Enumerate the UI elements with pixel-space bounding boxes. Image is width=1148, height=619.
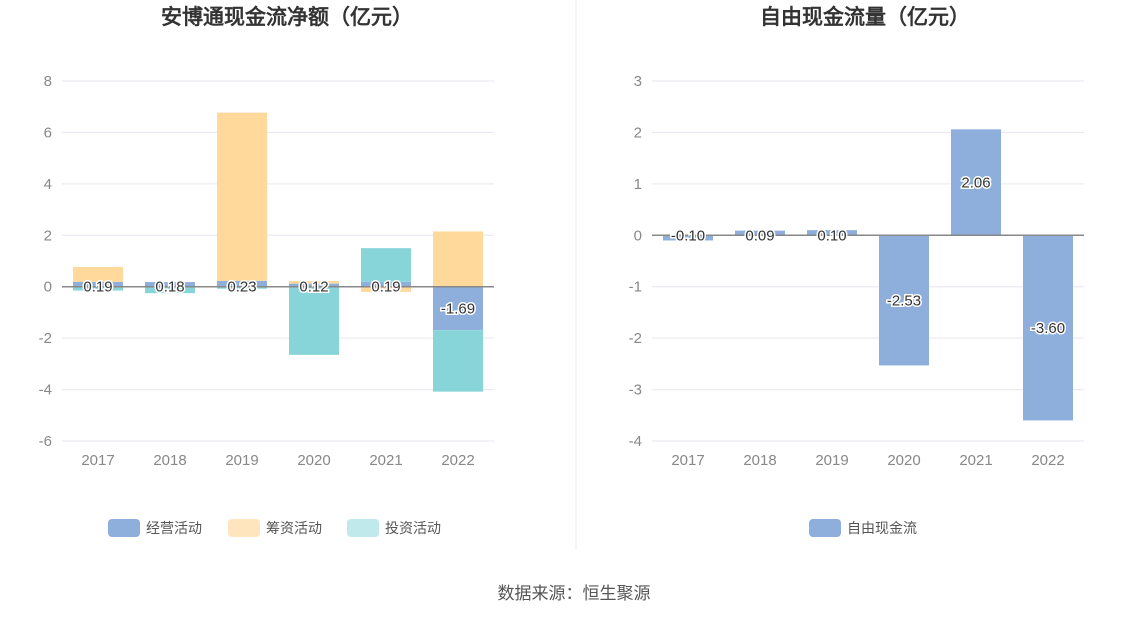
legend-label: 筹资活动	[266, 520, 322, 536]
data-label: 0.19	[371, 279, 400, 296]
left-chart-title: 安博通现金流净额（亿元）	[161, 5, 413, 29]
bar-经营活动	[289, 283, 339, 287]
data-label: 0.23	[227, 279, 256, 296]
y-tick-label: -6	[39, 433, 52, 450]
bar-自由现金流	[663, 235, 713, 241]
y-tick-label: 0	[634, 227, 642, 244]
bar-筹资活动	[73, 266, 123, 282]
legend-swatch	[228, 519, 260, 537]
x-tick-label: 2022	[1031, 452, 1064, 469]
bar-投资活动	[73, 286, 123, 291]
bar-筹资活动	[217, 112, 267, 281]
y-tick-label: 2	[44, 227, 52, 244]
y-tick-label: -3	[629, 382, 642, 399]
right-chart-title: 自由现金流量（亿元）	[760, 5, 970, 29]
y-tick-label: 3	[634, 73, 642, 90]
bar-经营活动	[73, 281, 123, 287]
data-label: 2.06	[961, 174, 990, 191]
bar-投资活动	[361, 248, 411, 282]
bar-投资活动	[289, 286, 339, 355]
y-tick-label: 6	[44, 124, 52, 141]
bar-投资活动	[433, 330, 483, 392]
x-tick-label: 2018	[153, 452, 186, 469]
data-label: 0.09	[745, 227, 774, 244]
bar-经营活动	[361, 281, 411, 287]
x-tick-label: 2017	[671, 452, 704, 469]
data-label: 0.12	[299, 279, 328, 296]
y-tick-label: -1	[629, 279, 642, 296]
legend-label: 经营活动	[146, 520, 202, 536]
x-tick-label: 2021	[369, 452, 402, 469]
bar-投资活动	[217, 286, 267, 289]
y-tick-label: 4	[44, 176, 52, 193]
y-tick-label: 1	[634, 176, 642, 193]
y-tick-label: -2	[629, 330, 642, 347]
legend-label: 自由现金流	[847, 520, 917, 536]
x-tick-label: 2017	[81, 452, 114, 469]
x-tick-label: 2018	[743, 452, 776, 469]
bar-自由现金流	[879, 235, 929, 366]
bar-投资活动	[145, 286, 195, 294]
data-label: -2.53	[887, 292, 921, 309]
x-tick-label: 2022	[441, 452, 474, 469]
bar-筹资活动	[361, 286, 411, 292]
y-tick-label: 0	[44, 279, 52, 296]
y-tick-label: -4	[39, 382, 52, 399]
y-tick-label: -4	[629, 433, 642, 450]
legend-swatch	[809, 519, 841, 537]
bar-筹资活动	[433, 231, 483, 287]
x-tick-label: 2019	[815, 452, 848, 469]
bar-经营活动	[217, 280, 267, 287]
legend-label: 投资活动	[385, 520, 441, 536]
data-label: -3.60	[1031, 320, 1065, 337]
bar-经营活动	[433, 286, 483, 331]
data-label: 0.19	[83, 279, 112, 296]
bar-自由现金流	[735, 230, 785, 236]
x-tick-label: 2019	[225, 452, 258, 469]
data-label: -0.10	[671, 227, 705, 244]
legend-swatch	[347, 519, 379, 537]
data-label: 0.10	[817, 227, 846, 244]
bar-经营活动	[145, 282, 195, 287]
y-tick-label: 8	[44, 73, 52, 90]
bar-筹资活动	[289, 281, 339, 284]
y-tick-label: 2	[634, 124, 642, 141]
legend-swatch	[108, 519, 140, 537]
data-label: -1.69	[441, 300, 475, 317]
source-note: 数据来源：恒生聚源	[498, 584, 651, 603]
bar-自由现金流	[807, 230, 857, 236]
x-tick-label: 2021	[959, 452, 992, 469]
x-tick-label: 2020	[887, 452, 920, 469]
data-label: 0.18	[155, 279, 184, 296]
y-tick-label: -2	[39, 330, 52, 347]
bar-自由现金流	[1023, 235, 1073, 421]
bar-自由现金流	[951, 129, 1001, 236]
x-tick-label: 2020	[297, 452, 330, 469]
